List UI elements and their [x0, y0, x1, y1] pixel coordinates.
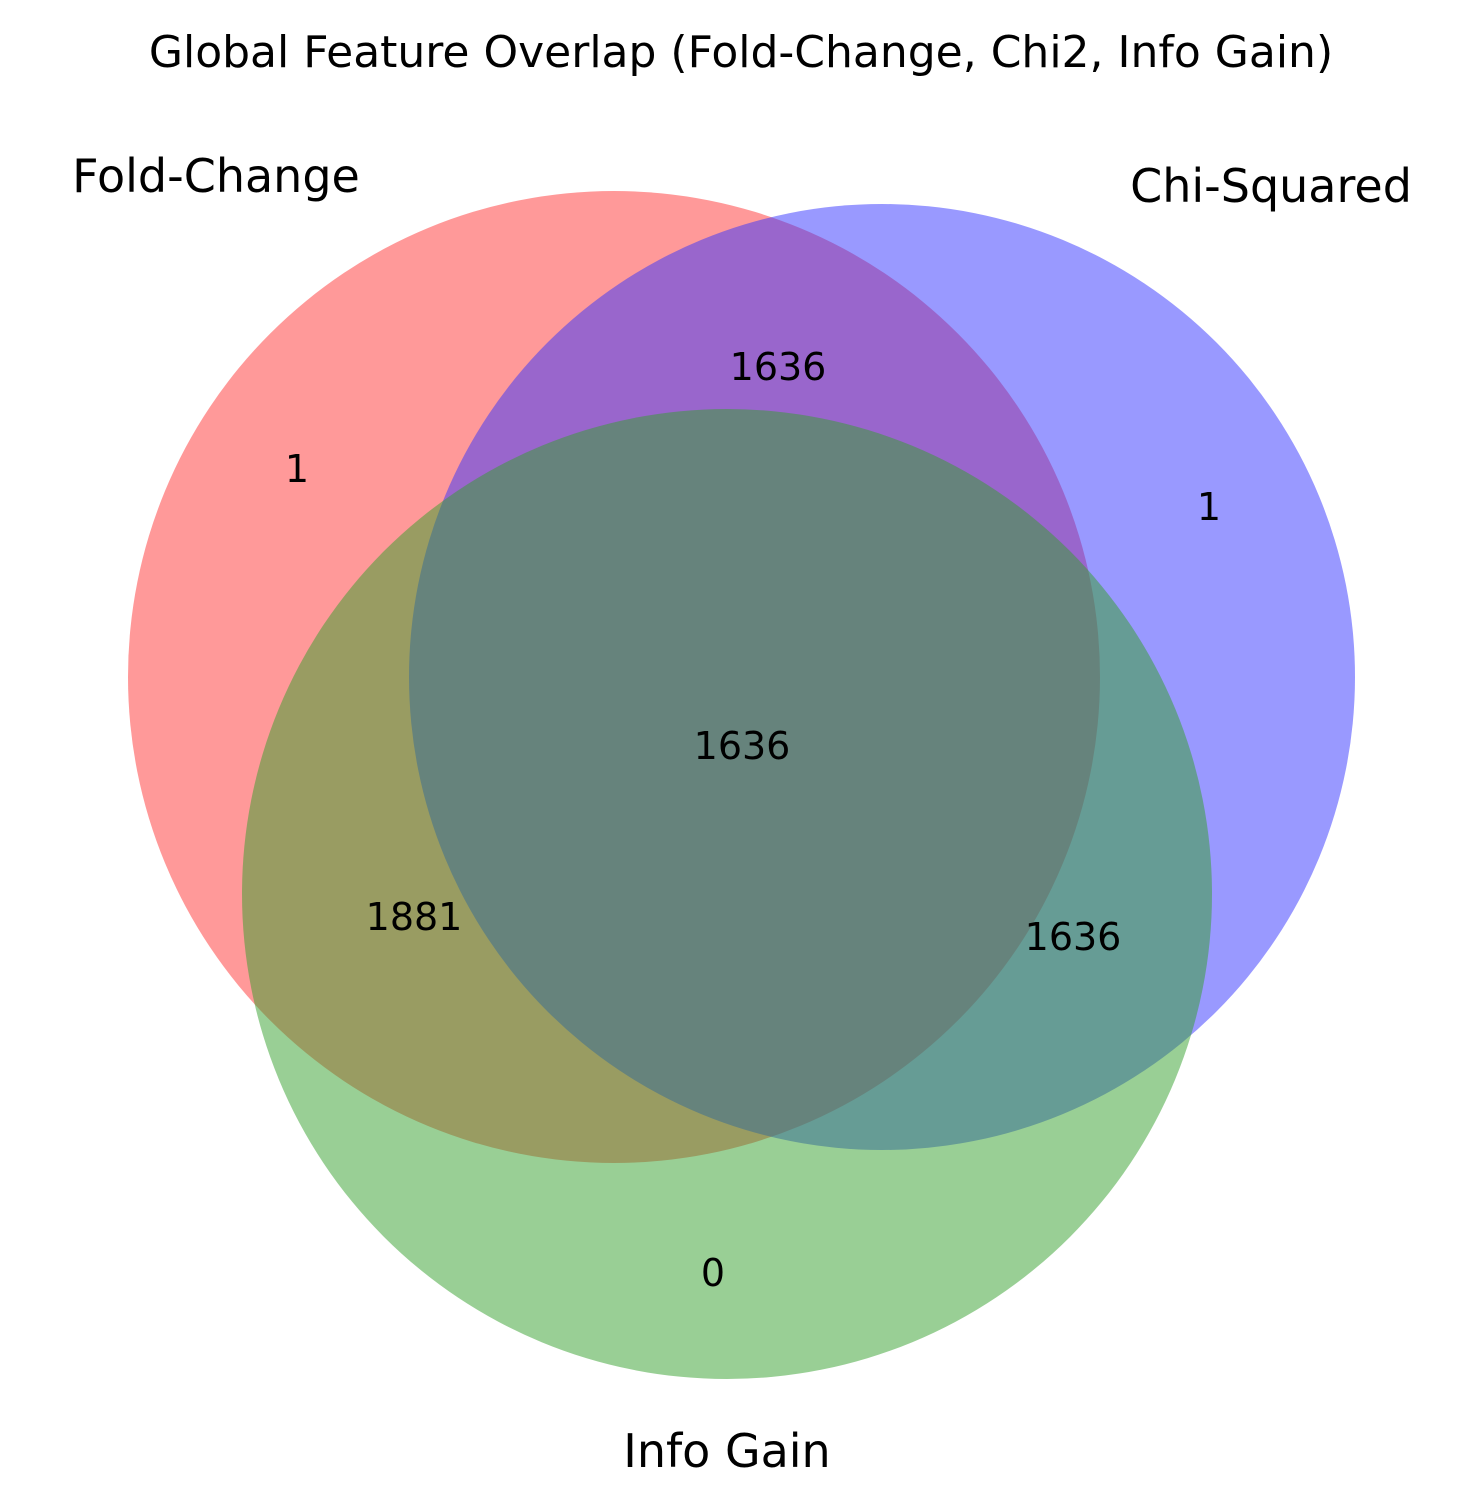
- region-count-fold-change-chi-squared: 1636: [730, 345, 827, 389]
- set-label-info-gain: Info Gain: [623, 1424, 830, 1478]
- diagram-title: Global Feature Overlap (Fold-Change, Chi…: [149, 27, 1333, 78]
- region-count-fold-change-only: 1: [285, 447, 309, 491]
- region-count-chi-squared-info-gain: 1636: [1025, 915, 1122, 959]
- set-label-chi-squared: Chi-Squared: [1130, 159, 1412, 213]
- region-count-info-gain-only: 0: [701, 1251, 725, 1295]
- set-circles: [128, 191, 1355, 1379]
- region-count-chi-squared-only: 1: [1197, 485, 1221, 529]
- region-count-all-three: 1636: [694, 724, 791, 768]
- set-label-fold-change: Fold-Change: [72, 149, 360, 203]
- region-count-fold-change-info-gain: 1881: [366, 895, 463, 939]
- set-circle-info-gain: [242, 409, 1212, 1379]
